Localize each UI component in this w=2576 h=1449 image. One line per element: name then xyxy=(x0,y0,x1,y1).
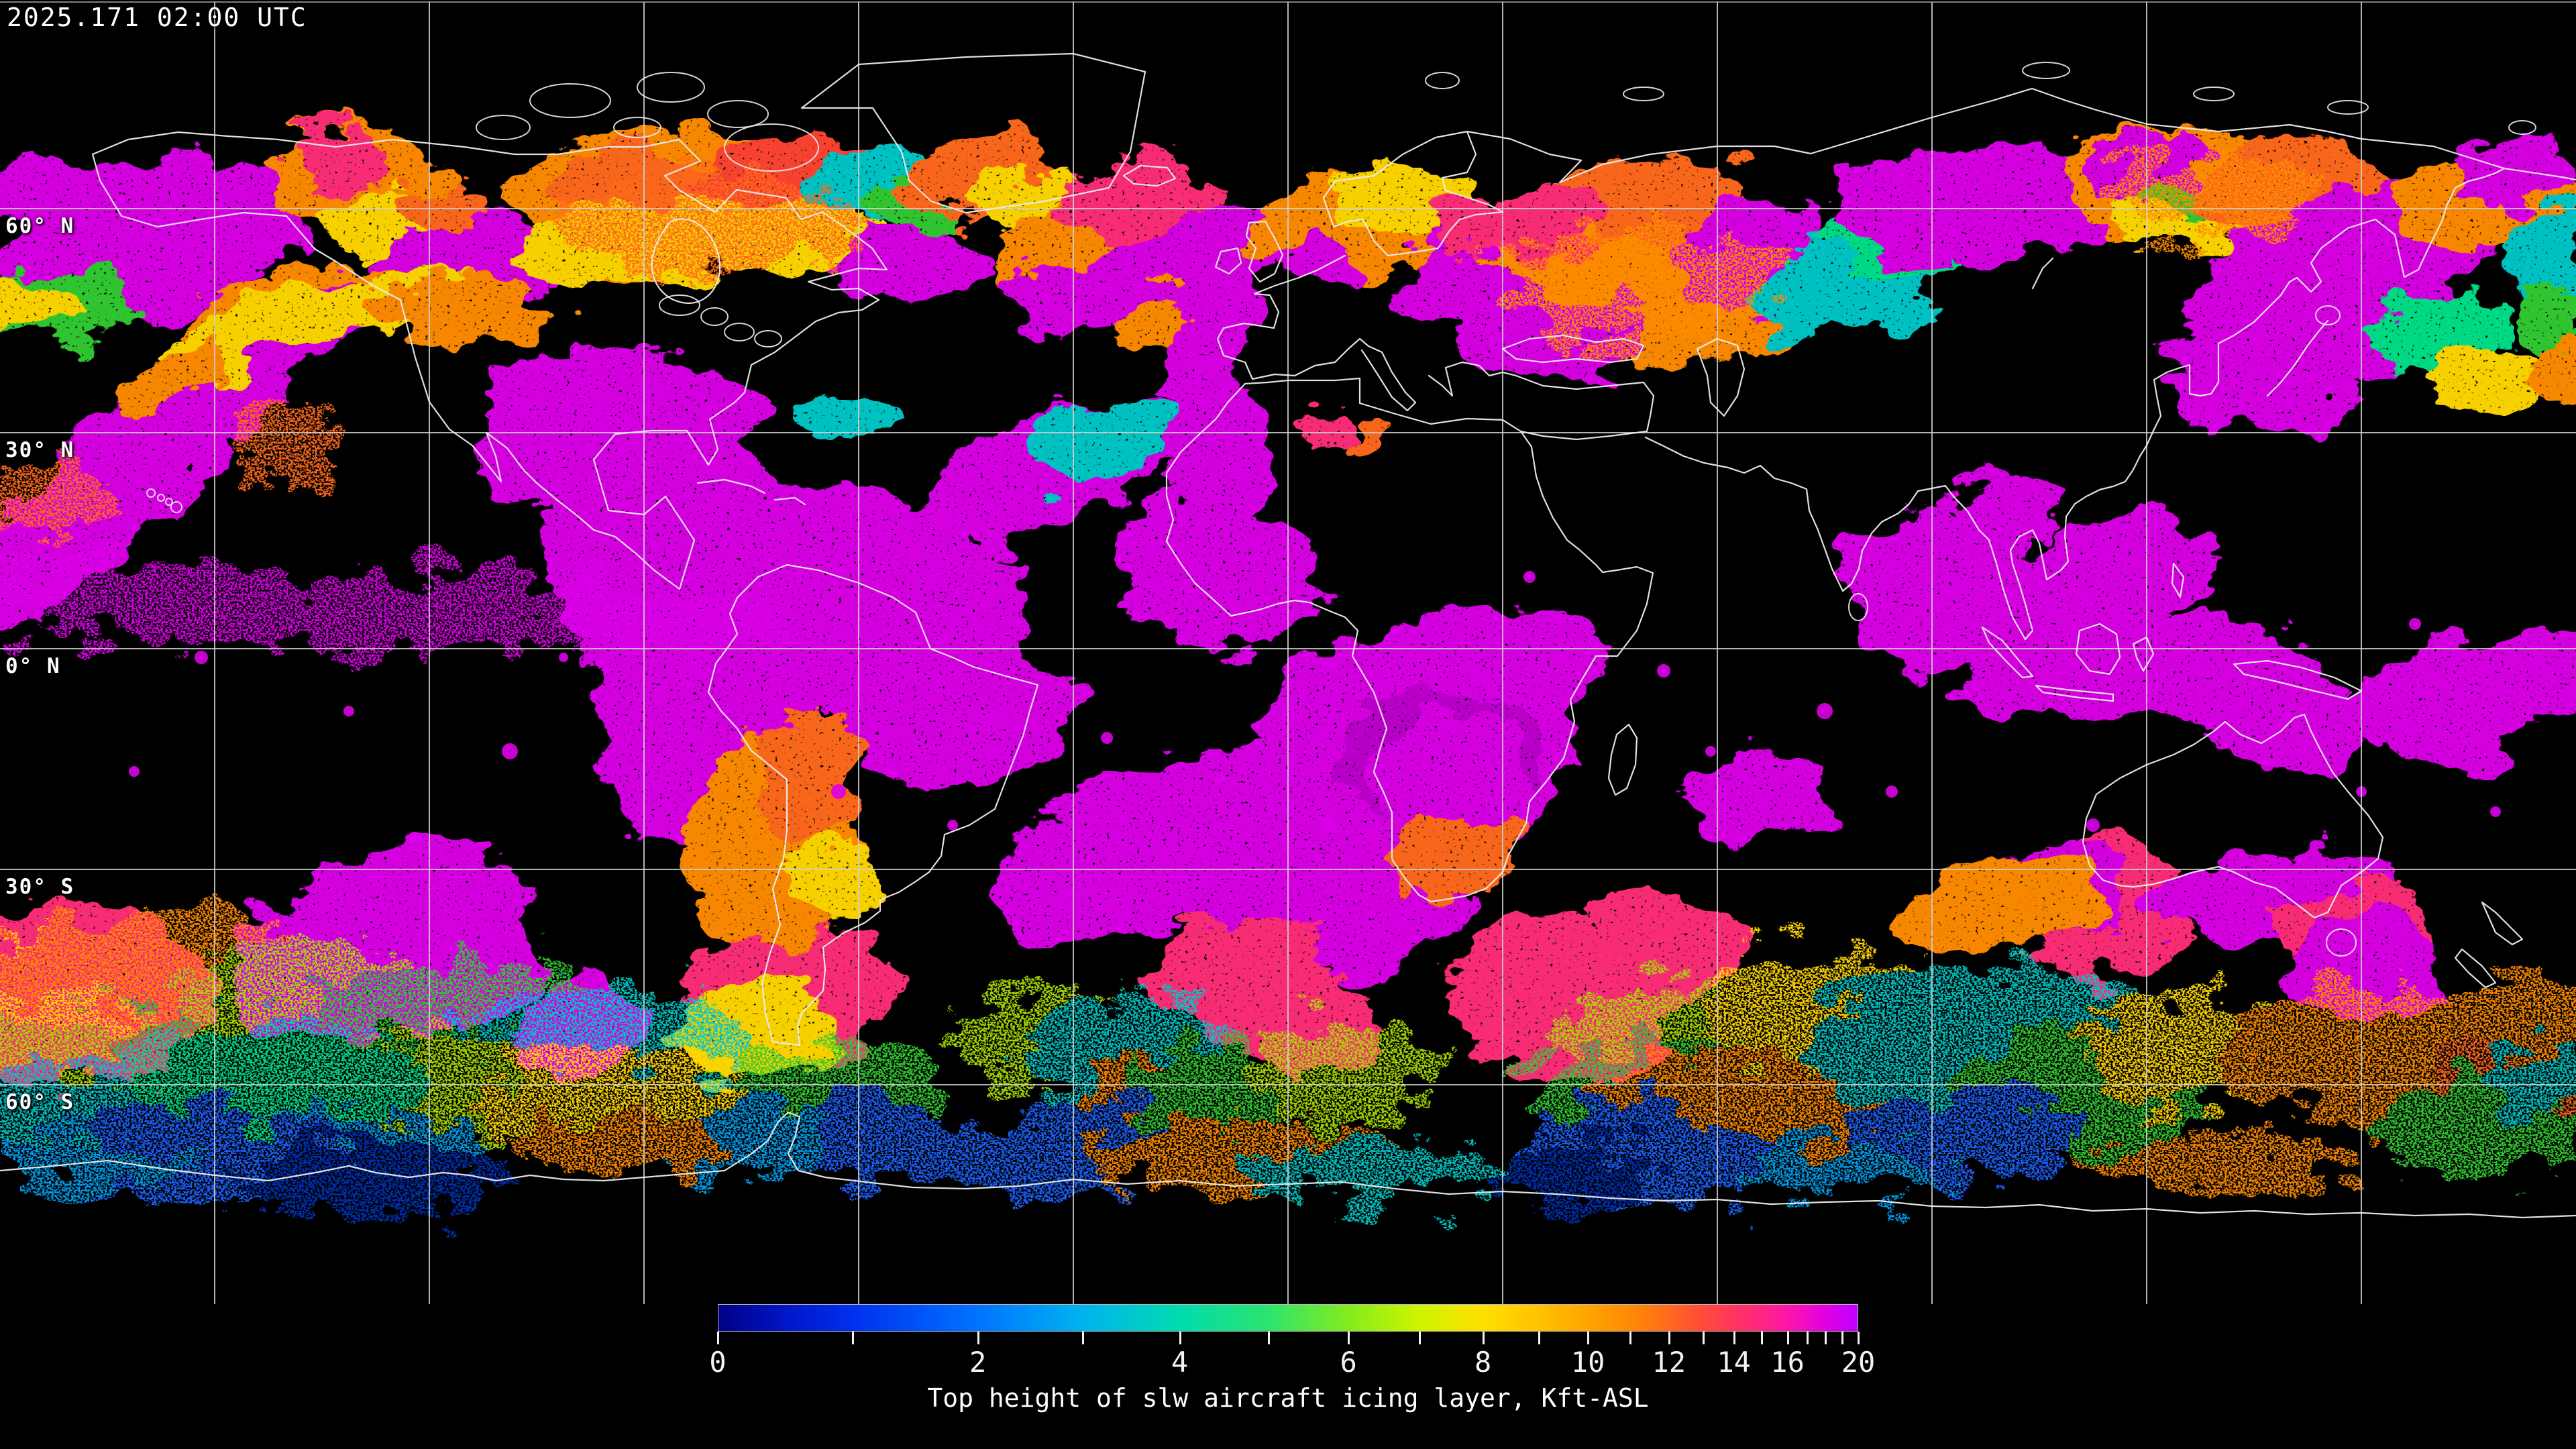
colorbar-tick xyxy=(1629,1332,1631,1344)
latitude-label: 30° S xyxy=(5,875,75,899)
colorbar-tick xyxy=(1806,1332,1809,1344)
colorbar-title: Top height of slw aircraft icing layer, … xyxy=(927,1383,1649,1413)
colorbar-tick xyxy=(1702,1332,1705,1344)
latitude-label: 30° N xyxy=(5,438,75,462)
colorbar-tick xyxy=(1348,1332,1350,1344)
colorbar-tick xyxy=(1179,1332,1181,1344)
colorbar-tick xyxy=(1824,1332,1827,1344)
latitude-label: 60° S xyxy=(5,1090,75,1114)
colorbar-tick xyxy=(1786,1332,1789,1344)
graticule xyxy=(0,1,2576,1304)
colorbar-tick xyxy=(977,1332,979,1344)
timestamp: 2025.171 02:00 UTC xyxy=(7,3,307,32)
colorbar-tick-label: 14 xyxy=(1717,1346,1751,1379)
latitude-label: 0° N xyxy=(5,654,61,678)
colorbar-tick-label: 4 xyxy=(1171,1346,1189,1379)
colorbar-tick xyxy=(717,1332,719,1344)
latitude-label: 60° N xyxy=(5,214,75,238)
coastlines xyxy=(0,52,2576,1219)
colorbar-tick-label: 2 xyxy=(969,1346,987,1379)
colorbar-gradient xyxy=(718,1304,1858,1332)
colorbar-tick xyxy=(1538,1332,1540,1344)
colorbar-tick-label: 20 xyxy=(1841,1346,1876,1379)
colorbar-tick-label: 8 xyxy=(1474,1346,1492,1379)
colorbar-tick xyxy=(1587,1332,1590,1344)
colorbar-tick xyxy=(1082,1332,1084,1344)
colorbar-tick-label: 10 xyxy=(1570,1346,1605,1379)
colorbar-tick xyxy=(1733,1332,1735,1344)
colorbar-tick xyxy=(1482,1332,1485,1344)
colorbar-tick xyxy=(1858,1332,1860,1344)
colorbar-tick-label: 12 xyxy=(1652,1346,1686,1379)
colorbar-tick-label: 6 xyxy=(1340,1346,1357,1379)
colorbar-tick xyxy=(1760,1332,1763,1344)
colorbar-tick xyxy=(1268,1332,1271,1344)
colorbar-tick xyxy=(1668,1332,1670,1344)
colorbar-tick xyxy=(1418,1332,1421,1344)
colorbar-tick xyxy=(1841,1332,1844,1344)
colorbar-tick-label: 0 xyxy=(709,1346,727,1379)
colorbar: 0 2 4 6 8 10 12 14 16 20 Top height of slw aircra… xyxy=(709,1304,1875,1413)
colorbar-tick xyxy=(851,1332,854,1344)
colorbar-tick-label: 16 xyxy=(1770,1346,1805,1379)
